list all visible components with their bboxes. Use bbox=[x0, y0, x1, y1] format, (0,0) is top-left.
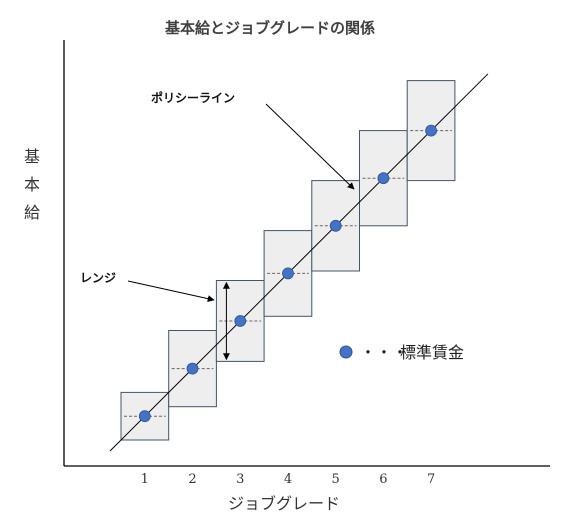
x-tick-label-2: 2 bbox=[188, 472, 196, 487]
legend-marker bbox=[339, 345, 353, 359]
marker-grade-4 bbox=[282, 267, 294, 280]
chart-title: 基本給とジョブグレードの関係 bbox=[164, 19, 375, 37]
marker-grade-6 bbox=[377, 172, 390, 185]
markers bbox=[138, 124, 438, 423]
legend-dots: ・・・ bbox=[360, 343, 408, 362]
x-tick-label-6: 6 bbox=[379, 472, 387, 487]
marker-grade-2 bbox=[186, 362, 199, 375]
range-arrow bbox=[127, 280, 215, 303]
marker-grade-1 bbox=[138, 410, 151, 423]
policy-line bbox=[109, 73, 489, 452]
legend-label: 標準賃金 bbox=[400, 343, 464, 362]
y-axis-label-char: 本 bbox=[24, 175, 40, 194]
marker-grade-5 bbox=[329, 219, 342, 232]
x-tick-label-5: 5 bbox=[332, 472, 340, 487]
y-axis-label-char: 給 bbox=[24, 203, 40, 222]
range-boxes bbox=[120, 80, 456, 441]
marker-grade-7 bbox=[425, 124, 438, 137]
range-annotation: レンジ bbox=[80, 271, 116, 285]
legend: ・・・ 標準賃金 bbox=[339, 343, 464, 362]
policy-line-arrow bbox=[265, 103, 355, 190]
x-tick-label-3: 3 bbox=[236, 472, 244, 487]
x-axis-label: ジョブグレード bbox=[228, 494, 340, 513]
marker-grade-3 bbox=[234, 315, 247, 327]
x-tick-labels: 1 2 3 4 5 6 7 bbox=[141, 472, 436, 487]
y-axis-label-char: 基 bbox=[24, 147, 40, 166]
x-tick-label-7: 7 bbox=[427, 472, 435, 487]
x-tick-label-1: 1 bbox=[141, 472, 149, 487]
x-tick-label-4: 4 bbox=[284, 472, 292, 487]
policy-line-annotation: ポリシーライン bbox=[151, 90, 235, 105]
y-axis-label: 基本給 bbox=[24, 147, 40, 222]
